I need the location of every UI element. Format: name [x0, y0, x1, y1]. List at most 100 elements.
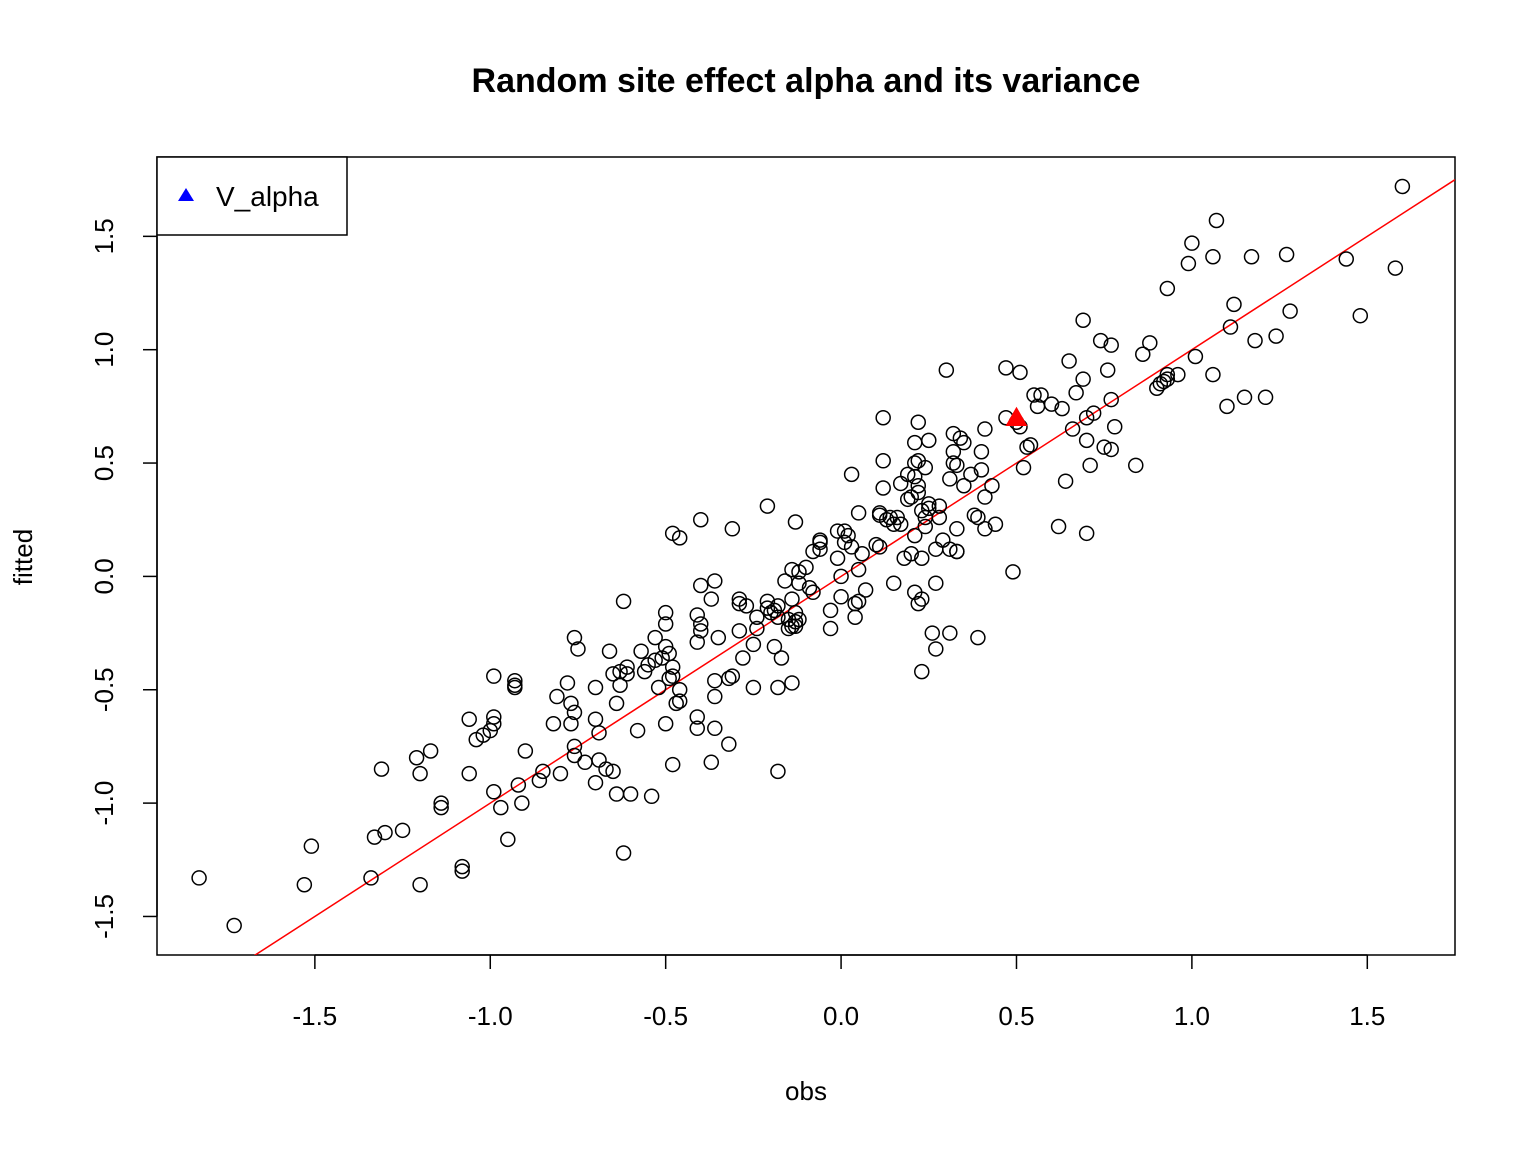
data-point [759, 498, 776, 514]
data-point [1057, 473, 1074, 489]
data-point [738, 598, 755, 614]
data-point [373, 761, 390, 777]
data-point [577, 754, 593, 771]
data-point [935, 532, 951, 548]
data-point [1064, 421, 1081, 437]
data-point [907, 468, 923, 485]
data-point [914, 591, 930, 607]
data-point [798, 559, 814, 576]
data-point [791, 575, 807, 591]
data-point [601, 643, 618, 659]
data-point [707, 573, 723, 589]
data-point [735, 650, 751, 666]
data-point [770, 609, 786, 625]
data-point [928, 541, 944, 557]
data-point [850, 593, 867, 610]
data-point [664, 668, 681, 684]
data-point [921, 500, 937, 517]
data-point [619, 659, 635, 675]
y-axis: -1.5 -1.0 -0.5 0.0 0.5 1.0 1.5 [89, 218, 158, 939]
data-point [598, 761, 614, 777]
data-point [707, 688, 723, 705]
data-point [1208, 212, 1225, 229]
data-point [296, 876, 313, 893]
data-point [510, 777, 527, 793]
data-point [650, 679, 667, 696]
x-tick-label: -1.5 [292, 1001, 337, 1031]
data-point [857, 582, 874, 598]
data-point [984, 477, 1000, 494]
data-point [833, 589, 849, 605]
data-point [689, 720, 705, 737]
data-point [1022, 437, 1039, 453]
data-point [910, 484, 927, 501]
data-point [977, 521, 993, 537]
data-point [671, 682, 688, 698]
legend-triangle-icon [178, 188, 194, 201]
data-point [1050, 518, 1067, 535]
data-point [664, 659, 681, 675]
data-point [1338, 251, 1354, 267]
data-point [854, 545, 870, 562]
data-point [710, 629, 727, 646]
data-point [970, 509, 986, 526]
v-alpha-marker [1005, 406, 1028, 426]
data-point [892, 516, 909, 533]
data-point [1159, 366, 1176, 383]
data-point [1159, 371, 1176, 387]
data-point [949, 521, 965, 537]
data-point [938, 362, 955, 378]
data-point [840, 527, 856, 544]
data-point [977, 489, 993, 505]
data-point [812, 532, 828, 548]
data-point [412, 765, 428, 782]
y-tick-label: -1.0 [89, 781, 119, 826]
data-point [661, 670, 677, 687]
data-point [942, 625, 958, 641]
x-axis: -1.5 -1.0 -0.5 0.0 0.5 1.0 1.5 [292, 954, 1385, 1031]
data-point [412, 876, 428, 893]
data-point [942, 541, 958, 557]
data-point [949, 457, 965, 474]
data-point [703, 591, 720, 607]
y-tick-label: -1.5 [89, 894, 119, 939]
data-point [1205, 366, 1221, 383]
data-point [486, 709, 502, 725]
data-point [394, 822, 411, 839]
legend: V_alpha [156, 156, 348, 236]
data-point [622, 786, 639, 802]
data-point [693, 616, 709, 632]
data-point [1019, 439, 1035, 455]
data-point [931, 509, 948, 526]
data-point [507, 677, 523, 693]
data-point [875, 453, 891, 469]
data-point [363, 870, 379, 886]
data-point [366, 829, 383, 845]
data-point [931, 498, 948, 514]
identity-reference-line [253, 179, 1455, 955]
data-point [559, 675, 576, 691]
data-point [591, 725, 607, 741]
data-point [619, 666, 635, 682]
y-axis-label: fitted [8, 529, 38, 585]
data-point [836, 523, 853, 539]
data-point [917, 459, 934, 476]
data-point [191, 870, 207, 886]
data-point [1257, 389, 1274, 406]
data-point [422, 743, 439, 759]
data-point [566, 629, 583, 646]
data-point [1282, 303, 1298, 319]
data-point [770, 763, 786, 780]
data-point [759, 600, 776, 616]
data-point [566, 704, 583, 721]
data-point [812, 541, 828, 557]
data-point [461, 765, 477, 782]
data-point [956, 477, 972, 494]
data-point [549, 688, 565, 705]
data-point [921, 432, 937, 449]
data-point [664, 756, 681, 773]
data-point [493, 799, 509, 816]
data-point [801, 579, 818, 596]
data-point [612, 677, 628, 693]
